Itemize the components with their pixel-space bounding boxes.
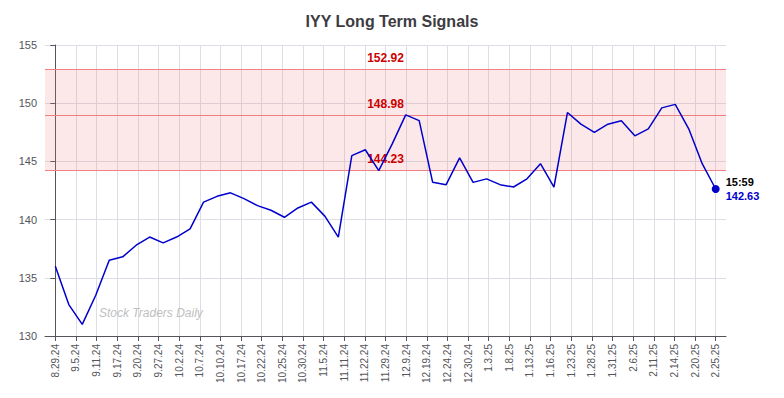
svg-text:1.3.25: 1.3.25 [483, 344, 494, 372]
svg-text:9.17.24: 9.17.24 [112, 344, 123, 378]
svg-text:9.20.24: 9.20.24 [132, 344, 143, 378]
svg-text:2.6.25: 2.6.25 [628, 344, 639, 372]
svg-text:2.20.25: 2.20.25 [690, 344, 701, 378]
svg-text:1.31.25: 1.31.25 [607, 344, 618, 378]
svg-text:12.9.24: 12.9.24 [401, 344, 412, 378]
svg-text:9.11.24: 9.11.24 [91, 344, 102, 377]
svg-text:148.98: 148.98 [367, 97, 404, 111]
svg-text:11.11.24: 11.11.24 [339, 344, 350, 382]
svg-text:2.25.25: 2.25.25 [710, 344, 721, 378]
svg-text:145: 145 [19, 155, 37, 167]
svg-text:1.13.25: 1.13.25 [524, 344, 535, 378]
svg-text:12.24.24: 12.24.24 [442, 344, 453, 383]
svg-text:11.22.24: 11.22.24 [359, 344, 370, 383]
svg-text:140: 140 [19, 214, 37, 226]
svg-text:10.2.24: 10.2.24 [174, 344, 185, 378]
svg-text:Stock Traders Daily: Stock Traders Daily [99, 306, 204, 320]
svg-text:11.5.24: 11.5.24 [318, 344, 329, 377]
svg-text:10.30.24: 10.30.24 [297, 344, 308, 383]
svg-text:155: 155 [19, 39, 37, 51]
svg-text:10.25.24: 10.25.24 [277, 344, 288, 383]
svg-text:130: 130 [19, 330, 37, 342]
svg-text:1.16.25: 1.16.25 [545, 344, 556, 378]
svg-text:152.92: 152.92 [367, 51, 404, 65]
svg-text:8.29.24: 8.29.24 [50, 344, 61, 378]
svg-text:144.23: 144.23 [367, 152, 404, 166]
svg-text:11.29.24: 11.29.24 [380, 344, 391, 383]
svg-text:2.11.25: 2.11.25 [648, 344, 659, 377]
svg-text:IYY Long Term Signals: IYY Long Term Signals [306, 13, 479, 30]
svg-text:150: 150 [19, 97, 37, 109]
svg-text:10.7.24: 10.7.24 [194, 344, 205, 378]
svg-text:135: 135 [19, 272, 37, 284]
svg-text:1.8.25: 1.8.25 [504, 344, 515, 372]
svg-text:142.63: 142.63 [726, 190, 760, 202]
svg-text:10.17.24: 10.17.24 [236, 344, 247, 383]
svg-text:9.5.24: 9.5.24 [70, 344, 81, 372]
svg-text:12.19.24: 12.19.24 [421, 344, 432, 383]
svg-text:15:59: 15:59 [726, 176, 754, 188]
svg-text:2.14.25: 2.14.25 [669, 344, 680, 378]
svg-text:10.22.24: 10.22.24 [256, 344, 267, 383]
svg-text:1.28.25: 1.28.25 [586, 344, 597, 378]
svg-text:1.23.25: 1.23.25 [566, 344, 577, 378]
svg-text:9.27.24: 9.27.24 [153, 344, 164, 378]
svg-text:12.30.24: 12.30.24 [463, 344, 474, 383]
svg-text:10.10.24: 10.10.24 [215, 344, 226, 383]
